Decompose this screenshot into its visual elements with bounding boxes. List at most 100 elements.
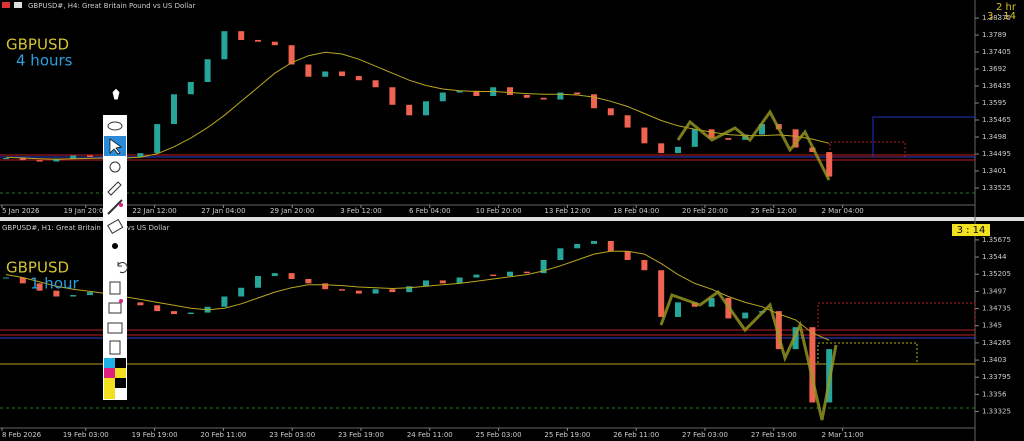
panel-header: GBPUSD#, H1: Great Britain Pound vs US D… <box>2 224 169 232</box>
x-tick-label: 22 Jan 12:00 <box>132 207 176 215</box>
candle <box>36 283 43 291</box>
tool-eye[interactable] <box>107 121 123 131</box>
x-tick-label: 23 Feb 03:00 <box>269 431 315 439</box>
x-tick-label: 25 Feb 03:00 <box>476 431 522 439</box>
candle <box>439 92 446 102</box>
pen-icon[interactable] <box>111 87 121 101</box>
x-tick-label: 26 Feb 11:00 <box>613 431 659 439</box>
color-swatch[interactable] <box>115 378 126 388</box>
candle <box>540 97 547 100</box>
drawing-toolbar <box>103 87 128 400</box>
color-swatch[interactable] <box>115 368 126 378</box>
x-tick-label: 19 Feb 19:00 <box>132 431 178 439</box>
timer: 2 hr <box>996 2 1017 13</box>
symbol-label: GBPUSD <box>6 36 69 54</box>
badge <box>119 203 123 207</box>
candle <box>809 327 816 403</box>
plots: 1.38375 1.3789 1.37405 1.3692 1.36435 1.3595 1… <box>1 14 1011 439</box>
zigzag-drawing <box>676 109 831 181</box>
candle <box>339 71 345 77</box>
tool-ruler[interactable] <box>107 218 124 235</box>
tool-eraser[interactable] <box>107 181 122 196</box>
y-tick-label: 1.3544 <box>982 253 1007 261</box>
color-swatch[interactable] <box>104 378 115 399</box>
candle <box>490 274 497 277</box>
candle <box>154 124 161 154</box>
candle <box>389 289 396 293</box>
candle <box>3 277 9 279</box>
candle <box>221 296 228 307</box>
candle <box>53 290 60 297</box>
candle <box>641 127 648 144</box>
candle <box>36 160 43 162</box>
candle <box>389 87 396 105</box>
candle <box>187 312 194 315</box>
candle <box>473 90 480 97</box>
candle <box>255 276 261 288</box>
candle <box>288 45 295 65</box>
flag-icon <box>2 2 10 8</box>
color-swatch[interactable] <box>104 358 115 368</box>
tool-dot[interactable] <box>112 243 118 249</box>
symbol-label: GBPUSD <box>6 259 69 277</box>
candle <box>675 302 681 317</box>
candle <box>53 158 60 162</box>
x-tick-label: 2 Mar 11:00 <box>821 431 863 439</box>
tool-trash[interactable] <box>109 281 121 295</box>
color-swatch[interactable] <box>115 358 126 368</box>
tool-cursor[interactable] <box>109 138 122 155</box>
tool-line[interactable] <box>107 199 123 215</box>
candle <box>624 115 631 128</box>
candle <box>154 305 161 312</box>
tool-undo[interactable] <box>117 262 128 274</box>
x-tick-label: 29 Jan 20:00 <box>270 207 314 215</box>
panel-separator <box>0 217 1024 221</box>
timeframe-label: 1 hour <box>30 275 80 293</box>
y-tick-label: 1.3497 <box>982 287 1007 295</box>
zone-box <box>829 141 906 158</box>
tool-magnet[interactable] <box>109 161 121 173</box>
toolbar-panel <box>103 115 127 400</box>
moving-average <box>5 51 830 160</box>
y-tick-label: 1.35675 <box>982 236 1011 244</box>
x-tick-label: 20 Feb 11:00 <box>200 431 246 439</box>
candle <box>87 155 93 157</box>
candle <box>204 59 211 82</box>
y-tick-label: 1.38375 <box>982 14 1011 22</box>
candle <box>826 152 833 177</box>
candle <box>540 259 547 274</box>
candle <box>759 124 765 135</box>
timeframe-label: 4 hours <box>16 52 73 70</box>
candle <box>708 129 715 139</box>
color-swatch[interactable] <box>104 368 115 378</box>
y-tick-label: 1.34495 <box>982 150 1011 158</box>
candle <box>322 71 329 77</box>
y-tick-label: 1.3403 <box>982 356 1007 364</box>
zigzag-drawing <box>659 289 838 421</box>
candle <box>372 289 379 294</box>
y-tick-label: 1.33795 <box>982 373 1011 381</box>
candle <box>658 270 665 317</box>
moving-average <box>5 250 830 341</box>
candle <box>507 87 513 95</box>
x-tick-label: 25 Feb 19:00 <box>544 431 590 439</box>
candle <box>792 129 799 148</box>
candle <box>775 311 782 350</box>
y-tick-label: 1.36435 <box>982 82 1011 90</box>
candle <box>456 90 463 93</box>
candle <box>322 283 329 290</box>
x-tick-label: 6 Feb 04:00 <box>409 207 450 215</box>
y-tick-label: 1.3595 <box>982 99 1007 107</box>
tool-template[interactable] <box>108 302 122 314</box>
tool-screenshot[interactable] <box>107 322 123 334</box>
candle <box>607 240 614 252</box>
candle <box>456 277 463 284</box>
zone-box <box>872 116 975 157</box>
candle <box>19 277 26 284</box>
tool-notes[interactable] <box>109 340 121 355</box>
candle <box>691 129 698 147</box>
x-tick-label: 24 Feb 11:00 <box>407 431 453 439</box>
x-tick-label: 27 Jan 04:00 <box>201 207 245 215</box>
y-tick-label: 1.37405 <box>982 48 1011 56</box>
